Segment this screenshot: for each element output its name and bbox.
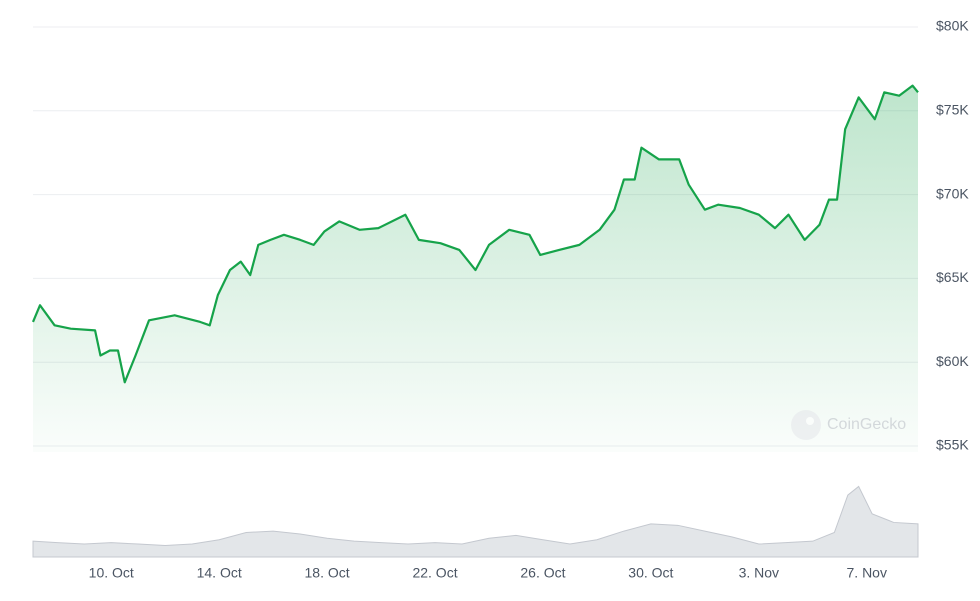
watermark: CoinGecko [827,416,906,433]
watermark-logo [791,410,821,440]
price-area [33,85,918,452]
x-tick-label: 30. Oct [628,565,673,581]
volume-area [32,485,919,558]
label-layer: $80K $75K $70K $65K $60K $55K 10. Oct 14. Oct 18… [89,18,970,581]
x-tick-label: 3. Nov [739,565,779,581]
y-tick-label: $75K [936,102,969,118]
x-tick-label: 18. Oct [305,565,350,581]
price-line [31,84,919,384]
x-tick-label: 10. Oct [89,565,134,581]
watermark-logo-eye [806,417,814,425]
y-tick-label: $80K [936,18,969,34]
price-layer [31,84,919,452]
x-tick-label: 14. Oct [197,565,242,581]
x-tick-label: 7. Nov [847,565,887,581]
y-tick-label: $65K [936,269,969,285]
y-tick-label: $60K [936,353,969,369]
x-tick-label: 26. Oct [520,565,565,581]
watermark-group: CoinGecko [791,410,906,440]
y-tick-label: $55K [936,437,969,453]
x-tick-label: 22. Oct [412,565,457,581]
y-tick-label: $70K [936,185,969,201]
volume-layer [32,485,919,558]
